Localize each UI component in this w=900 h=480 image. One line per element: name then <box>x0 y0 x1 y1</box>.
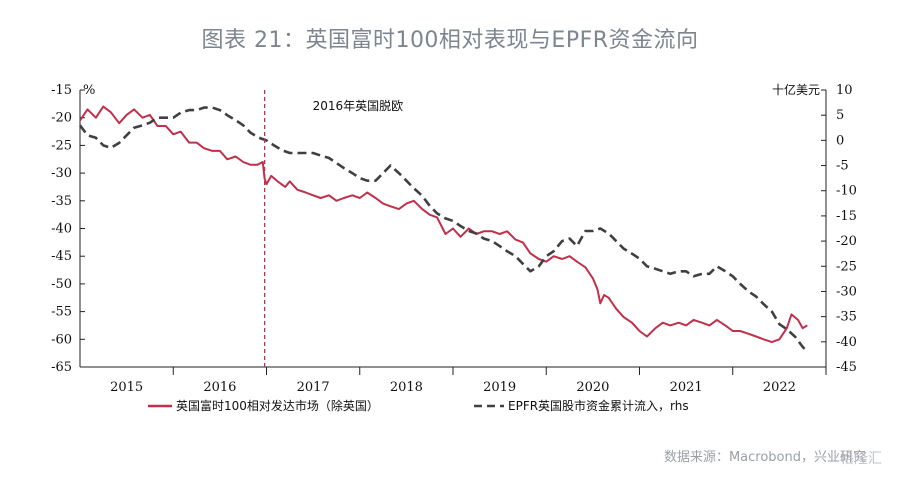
x-tick-label: 2017 <box>297 380 330 395</box>
right-tick-label: -20 <box>836 234 857 249</box>
legend: 英国富时100相对发达市场（除英国） EPFR英国股市资金累计流入，rhs <box>148 398 689 413</box>
right-tick-label: 10 <box>836 83 853 98</box>
right-tick-label: -45 <box>836 360 857 375</box>
left-tick-label: -30 <box>51 166 72 181</box>
right-tick-label: -35 <box>836 310 857 325</box>
left-tick-label: -35 <box>51 194 72 209</box>
right-tick-label: 5 <box>836 108 844 123</box>
brexit-annotation-label: 2016年英国脱欧 <box>313 98 404 113</box>
right-tick-label: -40 <box>836 335 857 350</box>
right-axis-unit: 十亿美元 <box>772 82 820 97</box>
watermark-logo: 格隆汇 <box>840 448 882 468</box>
watermark-text: 格隆汇 <box>840 451 882 467</box>
left-tick-label: -25 <box>51 138 72 153</box>
x-tick-label: 2018 <box>390 380 423 395</box>
right-axis: 10 5 0 -5 -10 -15 -20 -25 -30 -35 -40 -45 十亿美元 <box>772 82 857 375</box>
legend-label-ftse: 英国富时100相对发达市场（除英国） <box>176 398 379 413</box>
left-tick-label: -65 <box>51 360 72 375</box>
chart: -15 -20 -25 -30 -35 -40 -45 -50 -55 -60 -65% 10 5 0 -… <box>51 82 857 413</box>
legend-label-epfr: EPFR英国股市资金累计流入，rhs <box>508 398 689 413</box>
x-tick-label: 2019 <box>483 380 516 395</box>
left-tick-label: -60 <box>51 332 72 347</box>
left-tick-label: -20 <box>51 111 72 126</box>
series-lines <box>78 105 809 353</box>
x-axis: 2015 2016 2017 2018 2019 2020 2021 2022 <box>110 367 827 395</box>
right-tick-label: -5 <box>836 159 849 174</box>
x-tick-label: 2020 <box>576 380 609 395</box>
x-tick-label: 2015 <box>110 380 143 395</box>
left-tick-label: -15 <box>51 83 72 98</box>
left-axis: -15 -20 -25 -30 -35 -40 -45 -50 -55 -60 -65% <box>51 83 95 375</box>
left-tick-label: -45 <box>51 249 72 264</box>
left-tick-label: -40 <box>51 222 72 237</box>
x-tick-label: 2021 <box>670 380 703 395</box>
x-tick-label: 2022 <box>763 380 796 395</box>
left-tick-label: -50 <box>51 277 72 292</box>
right-tick-label: -25 <box>836 259 857 274</box>
epfr-flow-line <box>78 106 809 353</box>
right-tick-label: -15 <box>836 209 857 224</box>
left-axis-unit: % <box>83 83 95 98</box>
right-tick-label: -10 <box>836 184 857 199</box>
ftse-relative-line <box>79 105 808 344</box>
left-tick-label: -55 <box>51 305 72 320</box>
right-tick-label: 0 <box>836 133 844 148</box>
source-note: 数据来源：Macrobond，兴业研究 <box>663 450 866 465</box>
annotation-group: 2016年英国脱欧 <box>263 90 404 367</box>
x-tick-label: 2016 <box>203 380 236 395</box>
chart-title: 图表 21：英国富时100相对表现与EPFR资金流向 <box>201 28 699 53</box>
right-tick-label: -30 <box>836 284 857 299</box>
